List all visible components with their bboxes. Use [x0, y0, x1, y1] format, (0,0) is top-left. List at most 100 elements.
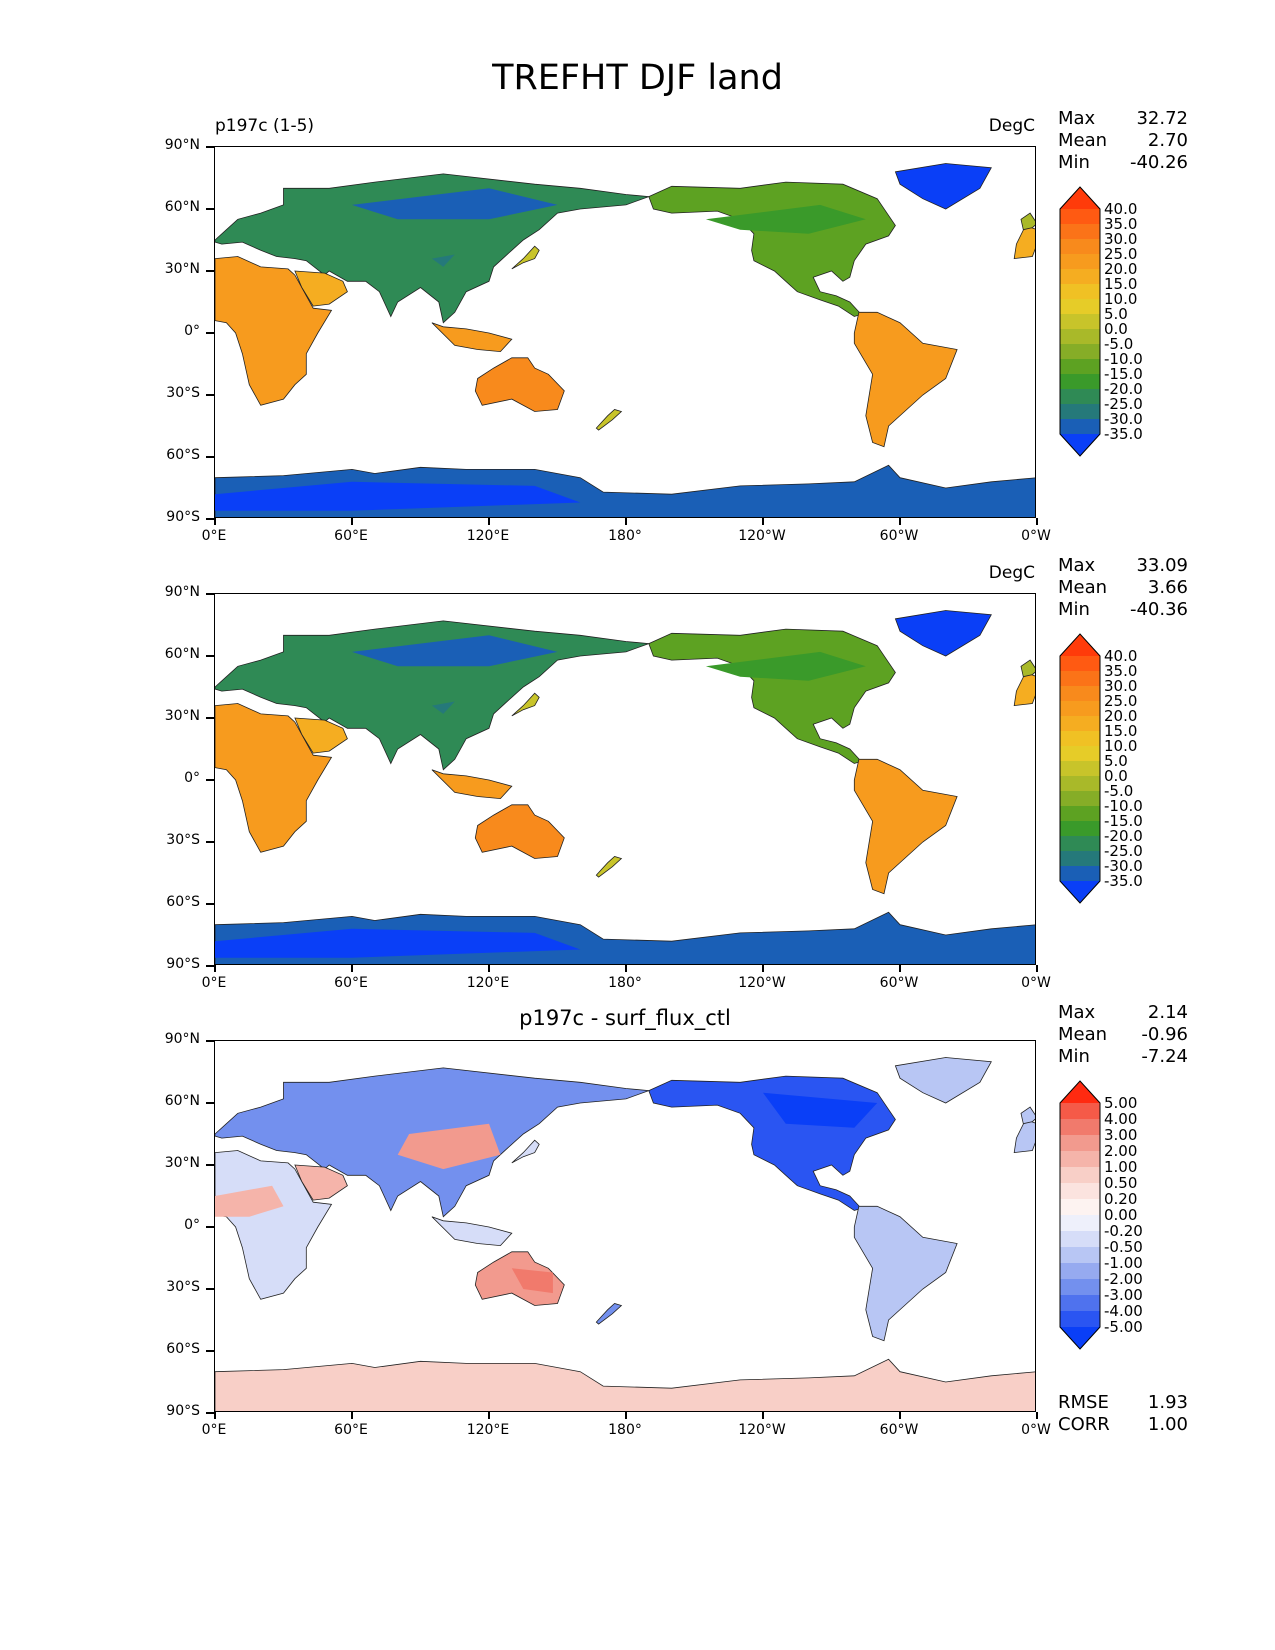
- x-tick-label: 60°W: [879, 1422, 919, 1438]
- colorbar-extend-top: [1060, 187, 1100, 209]
- colorbar-segment: [1060, 1295, 1100, 1312]
- land-westeur: [1013, 225, 1035, 260]
- x-tick: [625, 965, 627, 972]
- colorbar-label: -3.00: [1104, 1286, 1143, 1304]
- colorbar-segment: [1060, 284, 1100, 300]
- colorbar-segment: [1060, 1199, 1100, 1216]
- colorbar-label: 4.00: [1104, 1110, 1138, 1128]
- colorbar-label: -20.0: [1104, 827, 1143, 845]
- colorbar-label: -0.50: [1104, 1238, 1143, 1256]
- land-samerica: [853, 311, 958, 448]
- colorbar-segment: [1060, 1167, 1100, 1184]
- land-africa: [215, 703, 333, 853]
- map-panel-3: 90°N 60°N 30°N 0° 30°S 60°S 90°S 0°E 60°E 120°E 18…: [0, 1002, 1275, 1510]
- y-tick: [206, 146, 214, 148]
- land-uk: [1020, 212, 1035, 231]
- anomaly-region: [763, 1092, 878, 1128]
- colorbar-label: -35.0: [1104, 872, 1143, 890]
- map-frame: [214, 593, 1036, 965]
- colorbar-outline: [1059, 186, 1101, 457]
- land-arabia: [294, 717, 348, 754]
- stat-label: Min: [1058, 152, 1090, 173]
- x-tick: [488, 518, 490, 525]
- colorbar-segment: [1060, 851, 1100, 867]
- colorbar: [1059, 1080, 1101, 1350]
- colorbar-segment: [1060, 254, 1100, 270]
- colorbar-segment: [1060, 344, 1100, 360]
- y-tick-label: 60°N: [164, 1093, 200, 1109]
- stat-label: RMSE: [1058, 1392, 1109, 1413]
- land-africa: [215, 1150, 333, 1300]
- colorbar-segment: [1060, 269, 1100, 285]
- colorbar-segment: [1060, 1103, 1100, 1120]
- land-indonesia: [431, 769, 513, 800]
- land-samerica: [853, 1205, 958, 1342]
- y-tick-label: 30°S: [166, 385, 200, 401]
- land-arabia: [294, 1164, 348, 1201]
- colorbar-segment: [1060, 239, 1100, 255]
- x-tick-label: 0°W: [1021, 975, 1051, 991]
- colorbar-segment: [1060, 821, 1100, 837]
- temperature-region: [431, 254, 455, 267]
- x-tick-label: 120°W: [738, 975, 786, 991]
- y-tick-label: 30°S: [166, 1279, 200, 1295]
- x-tick: [899, 518, 901, 525]
- temperature-region: [215, 481, 581, 511]
- colorbar-segment: [1060, 746, 1100, 762]
- colorbar-label: 10.0: [1104, 290, 1138, 308]
- panel-title-center: p197c - surf_flux_ctl: [519, 1006, 731, 1030]
- map-panel-1: 90°N 60°N 30°N 0° 30°S 60°S 90°S 0°E 60°E 120°E 18…: [0, 108, 1275, 616]
- colorbar-label: 35.0: [1104, 215, 1138, 233]
- colorbar-label: -15.0: [1104, 812, 1143, 830]
- x-tick-label: 60°E: [334, 528, 368, 544]
- colorbar-label: 30.0: [1104, 230, 1138, 248]
- colorbar-segment: [1060, 776, 1100, 792]
- colorbar-segment: [1060, 1183, 1100, 1200]
- stat-value: -40.26: [1129, 152, 1188, 173]
- stat-value: -0.96: [1141, 1024, 1188, 1045]
- land-antarctic: [215, 1358, 1035, 1411]
- x-tick-label: 0°W: [1021, 1422, 1051, 1438]
- y-tick: [206, 332, 214, 334]
- colorbar-label: 0.0: [1104, 320, 1128, 338]
- colorbar-segment: [1060, 299, 1100, 315]
- stat-value: 32.72: [1136, 108, 1188, 129]
- x-tick-label: 120°E: [466, 528, 510, 544]
- colorbar: [1059, 633, 1101, 904]
- x-tick: [899, 1412, 901, 1419]
- x-tick-label: 120°W: [738, 1422, 786, 1438]
- colorbar-segment: [1060, 1231, 1100, 1248]
- x-tick-label: 0°E: [201, 1422, 227, 1438]
- colorbar-segment: [1060, 1215, 1100, 1232]
- colorbar-segment: [1060, 761, 1100, 777]
- y-tick-label: 0°: [184, 1217, 200, 1233]
- colorbar-label: 5.0: [1104, 305, 1128, 323]
- colorbar-label: -25.0: [1104, 395, 1143, 413]
- colorbar-segment: [1060, 314, 1100, 330]
- x-tick: [1036, 965, 1038, 972]
- colorbar-label: 35.0: [1104, 662, 1138, 680]
- land-japan: [511, 692, 540, 717]
- y-tick-label: 60°S: [166, 1341, 200, 1357]
- land-newzealand: [595, 409, 623, 431]
- colorbar-label: 2.00: [1104, 1142, 1138, 1160]
- x-tick-label: 60°E: [334, 975, 368, 991]
- colorbar-extend-top: [1060, 1081, 1100, 1103]
- x-tick-label: 180°: [608, 975, 642, 991]
- map-frame: [214, 1040, 1036, 1412]
- colorbar-extend-bottom: [1060, 881, 1100, 903]
- colorbar-segment: [1060, 389, 1100, 405]
- stat-label: Mean: [1058, 130, 1108, 151]
- land-newzealand: [595, 856, 623, 878]
- y-tick: [206, 1164, 214, 1166]
- colorbar-label: 30.0: [1104, 677, 1138, 695]
- y-tick-label: 90°N: [164, 584, 200, 600]
- y-tick: [206, 1040, 214, 1042]
- land-newzealand: [595, 1303, 623, 1325]
- land-indonesia: [431, 1216, 513, 1247]
- colorbar-label: 3.00: [1104, 1126, 1138, 1144]
- land-africa: [215, 256, 333, 406]
- colorbar-label: -5.0: [1104, 335, 1134, 353]
- colorbar-segment: [1060, 209, 1100, 225]
- colorbar-label: 1.00: [1104, 1158, 1138, 1176]
